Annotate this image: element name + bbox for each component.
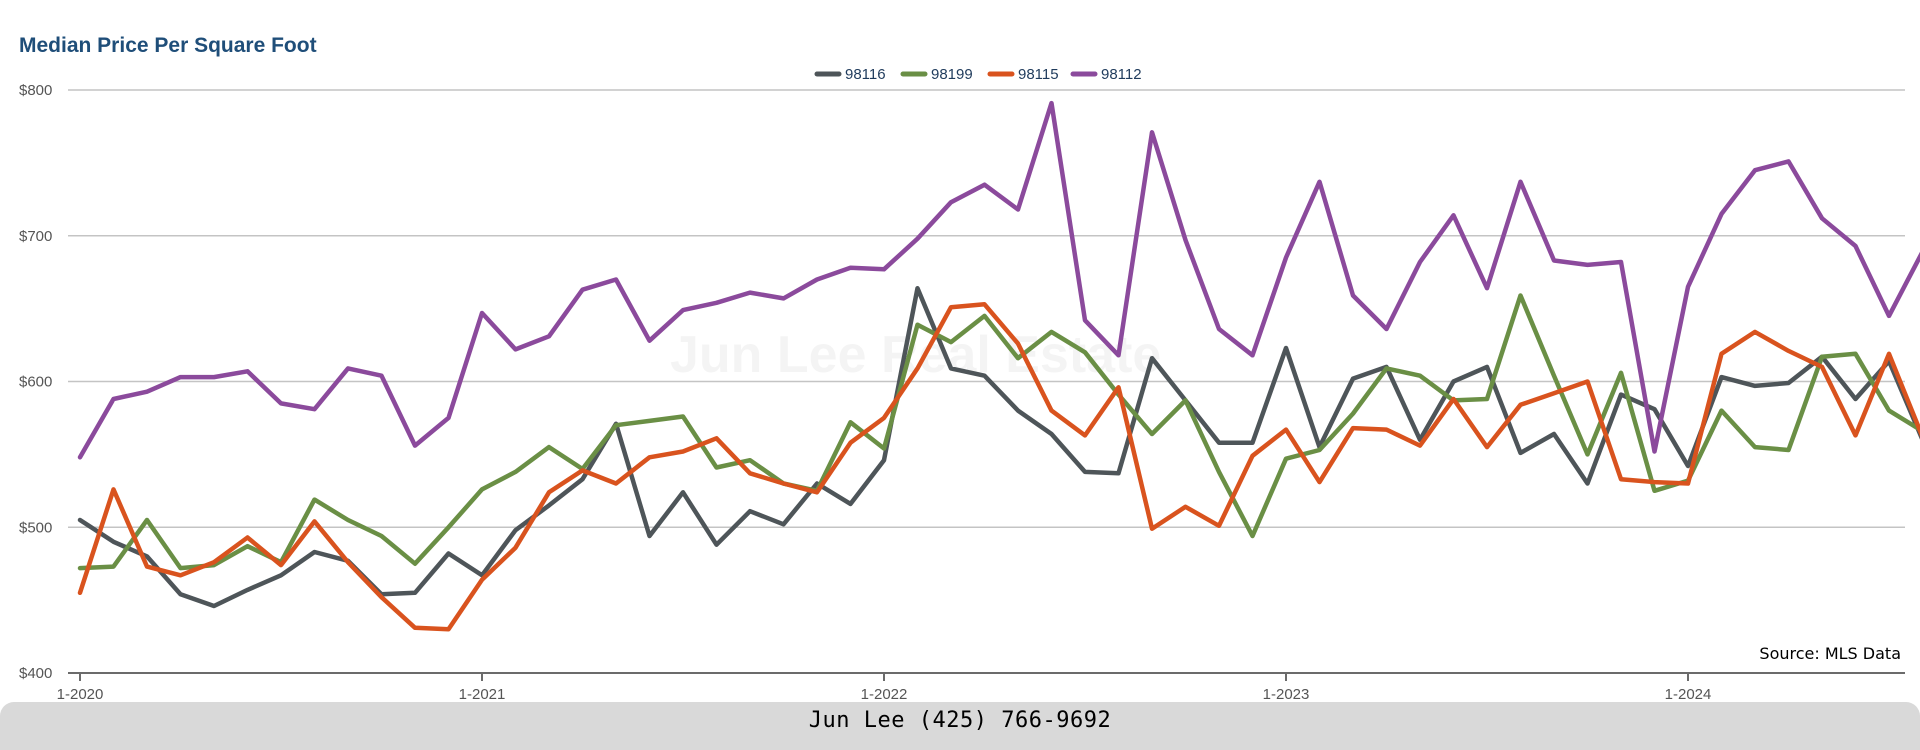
x-tick-label: 1-2022 (861, 686, 908, 703)
series-line-98115 (77, 302, 1920, 632)
footer-bar (0, 702, 1920, 750)
legend: 98116 98199 98115 98112 (814, 66, 1142, 83)
x-tick-label: 1-2020 (57, 686, 104, 703)
series-lines (77, 100, 1920, 632)
legend-label-98116: 98116 (845, 66, 886, 83)
y-tick-label: $500 (19, 519, 52, 536)
series-line-98112 (77, 100, 1920, 460)
source-label: Source: MLS Data (1759, 644, 1901, 663)
y-tick-label: $700 (19, 228, 52, 245)
x-tick-label: 1-2023 (1263, 686, 1310, 703)
legend-label-98199: 98199 (931, 66, 973, 83)
x-tick-label: 1-2021 (459, 686, 506, 703)
axes: $400 $500 $600 $700 $800 1-2020 1-2021 1-2022 1-… (19, 82, 1905, 703)
y-tick-label: $600 (19, 374, 52, 391)
y-tick-label: $800 (19, 82, 52, 99)
chart-title: Median Price Per Square Foot (19, 34, 317, 57)
y-tick-label: $400 (19, 665, 52, 682)
footer-contact: Jun Lee (425) 766-9692 (808, 708, 1112, 733)
legend-label-98112: 98112 (1101, 66, 1142, 83)
gridlines (68, 89, 1905, 528)
x-tick-label: 1-2024 (1665, 686, 1712, 703)
series-line-98199 (77, 293, 1920, 571)
legend-label-98115: 98115 (1018, 66, 1059, 83)
